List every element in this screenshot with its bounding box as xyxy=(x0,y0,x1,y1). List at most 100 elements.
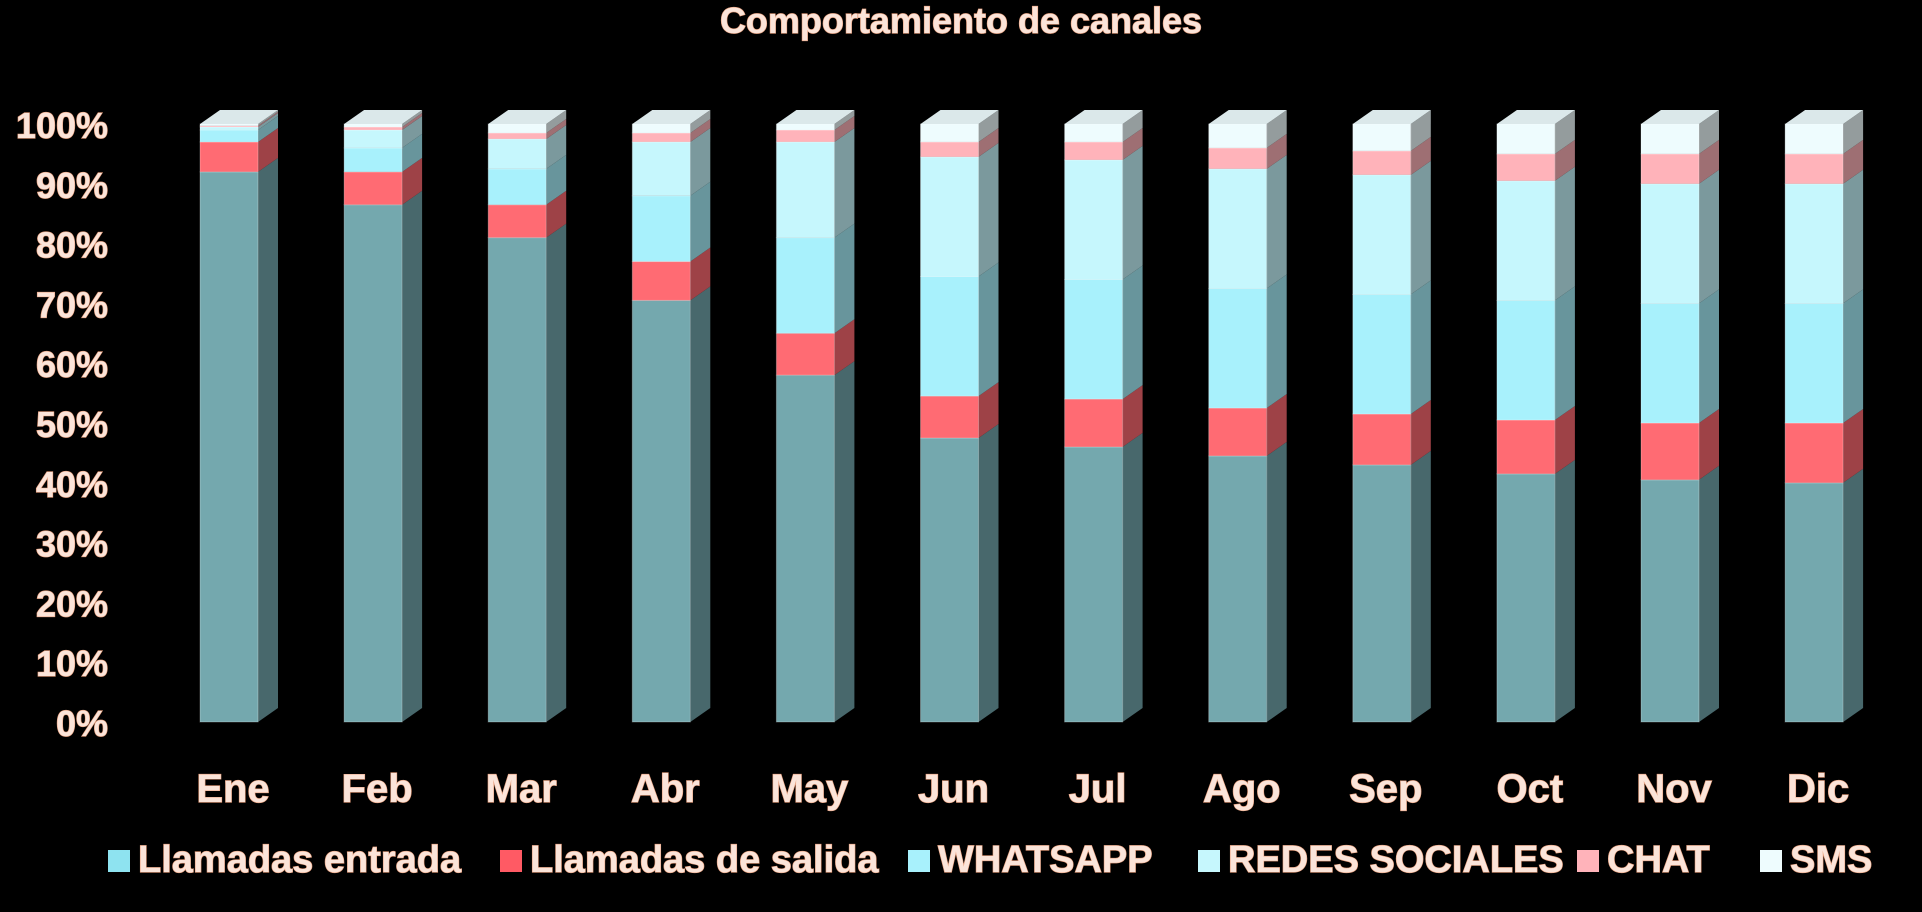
bar-segment xyxy=(1784,183,1844,304)
bar-segment-side xyxy=(1554,139,1575,181)
bar-segment xyxy=(487,132,547,140)
bar-segment-side xyxy=(1554,166,1575,301)
bar-stack xyxy=(1208,110,1287,723)
bar-segment-side xyxy=(1122,110,1143,142)
bar-segment-side xyxy=(258,112,278,130)
bar-segment-side xyxy=(258,110,278,126)
bar-segment xyxy=(1208,407,1268,457)
bar-segment xyxy=(920,437,979,723)
bar-segment xyxy=(631,141,691,197)
legend-swatch xyxy=(1198,850,1220,872)
bar-segment xyxy=(1640,479,1700,723)
bar-stack xyxy=(631,110,711,723)
bar-segment xyxy=(1064,446,1124,723)
bar-segment xyxy=(1784,422,1844,484)
x-tick-label: Feb xyxy=(342,767,413,811)
bar-segment-side xyxy=(1554,110,1575,154)
y-tick-label: 10% xyxy=(36,643,108,684)
bar-stack xyxy=(487,110,567,723)
bar-stack xyxy=(920,110,999,723)
bar-segment xyxy=(775,237,835,334)
bar-segment-side xyxy=(546,190,567,238)
y-tick-label: 0% xyxy=(56,703,108,744)
bar-segment xyxy=(343,204,403,723)
bar-segment xyxy=(775,123,835,131)
bar-segment xyxy=(920,275,979,397)
bar-stack xyxy=(1640,110,1719,723)
bar-segment-side xyxy=(978,110,999,142)
bar-segment-side xyxy=(1699,289,1719,423)
legend-label: Llamadas entrada xyxy=(138,839,462,881)
bar-segment xyxy=(343,147,403,173)
bar-segment-side xyxy=(402,157,423,205)
bar-segment xyxy=(920,395,979,439)
bar-segment-side xyxy=(690,118,711,142)
x-tick-label: Sep xyxy=(1349,767,1422,811)
bar-segment xyxy=(1064,159,1124,280)
bars xyxy=(199,110,1864,723)
y-tick-label: 90% xyxy=(36,165,108,206)
bar-top-face xyxy=(1208,110,1287,124)
bar-segment-side xyxy=(690,127,711,196)
bar-segment xyxy=(1064,123,1124,143)
x-tick-label: Ene xyxy=(196,767,269,811)
legend-swatch xyxy=(500,850,522,872)
bar-segment-side xyxy=(834,127,855,238)
x-axis: Ene Feb Mar Abr May Jun Jul Ago Sep Oct Nov Dic xyxy=(196,766,1850,811)
bar-segment-side xyxy=(978,423,999,722)
bar-segment xyxy=(487,237,547,723)
bar-segment-side xyxy=(1266,154,1287,289)
legend-swatch xyxy=(1760,850,1782,872)
bar-segment xyxy=(343,129,403,149)
bar-segment-side xyxy=(1122,145,1143,280)
bar-segment-side xyxy=(1699,465,1719,722)
bar-segment xyxy=(1352,464,1412,723)
bar-segment xyxy=(1208,168,1268,289)
bar-segment xyxy=(1352,150,1412,176)
x-tick-label: Nov xyxy=(1636,767,1712,811)
bar-top-face xyxy=(632,110,711,124)
bar-top-face xyxy=(920,110,999,124)
bar-segment-side xyxy=(1410,136,1431,175)
bar-segment-side xyxy=(690,181,711,262)
bar-segment xyxy=(343,171,403,206)
bar-segment-side xyxy=(1843,289,1864,423)
x-tick-label: Oct xyxy=(1497,767,1564,811)
y-tick-label: 80% xyxy=(36,225,108,266)
bar-top-face xyxy=(344,110,423,124)
bar-segment xyxy=(199,123,259,127)
legend: Llamadas entrada Llamadas de salida WHATSA… xyxy=(108,838,1873,882)
bar-segment-side xyxy=(1699,139,1719,184)
bar-segment-side xyxy=(834,319,855,376)
bar-segment xyxy=(1496,299,1556,421)
bar-stack xyxy=(1496,110,1575,723)
bar-segment-side xyxy=(1554,286,1575,421)
bar-segment-side xyxy=(1122,265,1143,400)
bar-segment xyxy=(775,141,835,239)
bar-top-face xyxy=(776,110,855,124)
y-tick-label: 60% xyxy=(36,344,108,385)
y-axis: 0% 10% 20% 30% 40% 50% 60% 70% 80% 90% 100% xyxy=(15,104,108,744)
bar-segment xyxy=(631,299,691,723)
y-tick-label: 70% xyxy=(36,284,108,325)
x-tick-label: Dic xyxy=(1787,767,1849,811)
bar-segment-side xyxy=(402,110,423,127)
bar-segment xyxy=(199,129,259,143)
bar-segment-side xyxy=(1843,169,1864,304)
bar-segment-side xyxy=(1699,169,1719,304)
bar-segment-side xyxy=(1554,406,1575,474)
bar-segment-side xyxy=(1699,110,1719,154)
bar-stack xyxy=(343,110,423,723)
bar-segment xyxy=(1784,153,1844,185)
bar-segment-side xyxy=(690,247,711,301)
x-tick-label: Ago xyxy=(1203,767,1281,811)
bar-segment xyxy=(1064,141,1124,161)
bar-segment-side xyxy=(402,133,423,172)
bar-segment xyxy=(1784,302,1844,424)
bar-segment-side xyxy=(834,115,855,142)
bar-top-face xyxy=(200,110,278,124)
bar-segment-side xyxy=(1843,468,1864,722)
bar-segment-side xyxy=(258,127,278,172)
bar-segment xyxy=(199,141,259,173)
bar-segment-side xyxy=(1699,409,1719,480)
